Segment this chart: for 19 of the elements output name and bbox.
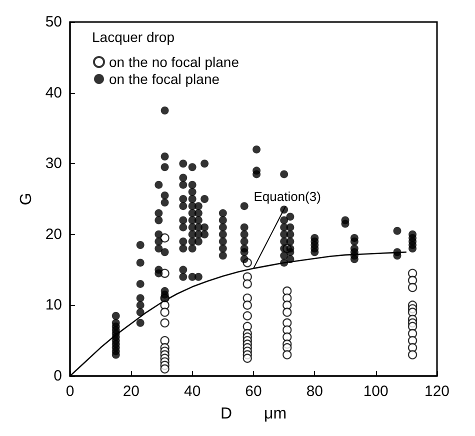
y-tick-label: 20 bbox=[45, 226, 62, 243]
x-tick-label: 40 bbox=[184, 383, 201, 400]
legend-label: on the no focal plane bbox=[109, 54, 240, 70]
y-tick-label: 0 bbox=[54, 368, 62, 384]
y-tick-label: 40 bbox=[45, 84, 62, 102]
legend-label: on the focal plane bbox=[109, 71, 220, 87]
y-tick-label: 30 bbox=[45, 155, 62, 172]
x-tick-label: 100 bbox=[363, 383, 388, 400]
y-tick-label: 50 bbox=[45, 14, 62, 30]
x-tick-label: 80 bbox=[306, 383, 324, 400]
legend-title: Lacquer drop bbox=[92, 29, 175, 45]
y-tick-label: 10 bbox=[45, 296, 62, 314]
x-tick-label: 120 bbox=[424, 383, 450, 400]
y-axis-title: G bbox=[18, 192, 35, 206]
x-tick-label: 0 bbox=[66, 383, 74, 400]
x-tick-label: 60 bbox=[245, 383, 262, 400]
x-tick-label: 20 bbox=[122, 383, 140, 400]
annotation: Equation(3) bbox=[254, 188, 321, 204]
x-axis-title: D μm bbox=[220, 406, 287, 422]
